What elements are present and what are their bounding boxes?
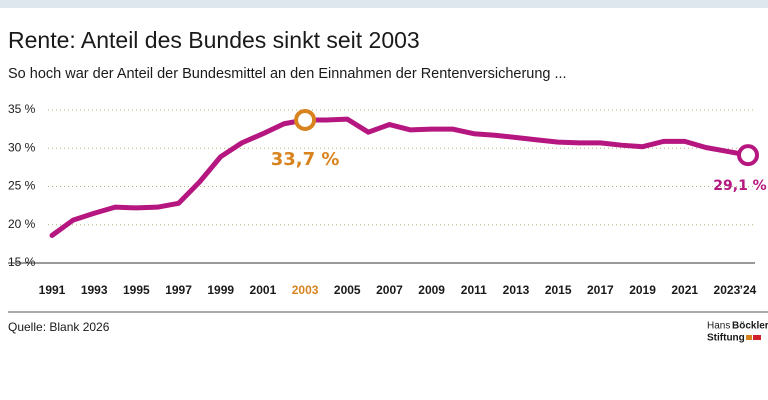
y-tick-label: 35 % bbox=[8, 102, 36, 116]
x-tick-label: ’24 bbox=[740, 283, 757, 297]
y-tick-label: 25 % bbox=[8, 179, 36, 193]
x-tick-label: 1991 bbox=[39, 283, 66, 297]
logo-square bbox=[753, 335, 761, 340]
y-tick-label: 20 % bbox=[8, 217, 36, 231]
x-tick-label: 2013 bbox=[503, 283, 530, 297]
point-marker bbox=[737, 144, 759, 167]
chart-subtitle: So hoch war der Anteil der Bundesmittel … bbox=[8, 66, 567, 82]
x-tick-label: 2017 bbox=[587, 283, 614, 297]
top-band bbox=[0, 0, 768, 8]
x-tick-label: 1995 bbox=[123, 283, 150, 297]
x-tick-label: 2023 bbox=[714, 283, 741, 297]
y-tick-label: 30 % bbox=[8, 140, 36, 154]
logo-text: Stiftung bbox=[707, 333, 745, 344]
y-tick-label: 15 % bbox=[8, 255, 36, 269]
x-tick-label: 2015 bbox=[545, 283, 572, 297]
x-tick-label: 1999 bbox=[207, 283, 234, 297]
logo-text: Böckler bbox=[732, 321, 768, 332]
logo: Hans Böckler Stiftung bbox=[707, 321, 768, 344]
x-tick-label: 2005 bbox=[334, 283, 361, 297]
x-tick-label: 2001 bbox=[250, 283, 277, 297]
x-tick-label: 2011 bbox=[461, 283, 487, 297]
logo-text: Hans bbox=[707, 321, 730, 332]
x-tick-label: 2021 bbox=[671, 283, 698, 297]
x-tick-label: 1993 bbox=[81, 283, 108, 297]
chart-title: Rente: Anteil des Bundes sinkt seit 2003 bbox=[8, 27, 420, 53]
point-marker bbox=[294, 108, 317, 131]
logo-square bbox=[746, 335, 752, 340]
value-label: 33,7 % bbox=[271, 149, 340, 170]
source: Quelle: Blank 2026 bbox=[8, 320, 110, 334]
x-tick-label: 2003 bbox=[292, 283, 319, 297]
line bbox=[49, 116, 751, 238]
x-tick-label: 2007 bbox=[376, 283, 403, 297]
x-tick-label: 2009 bbox=[418, 283, 445, 297]
x-tick-label: 1997 bbox=[165, 283, 192, 297]
x-tick-label: 2019 bbox=[629, 283, 656, 297]
value-label: 29,1 % bbox=[713, 178, 766, 194]
